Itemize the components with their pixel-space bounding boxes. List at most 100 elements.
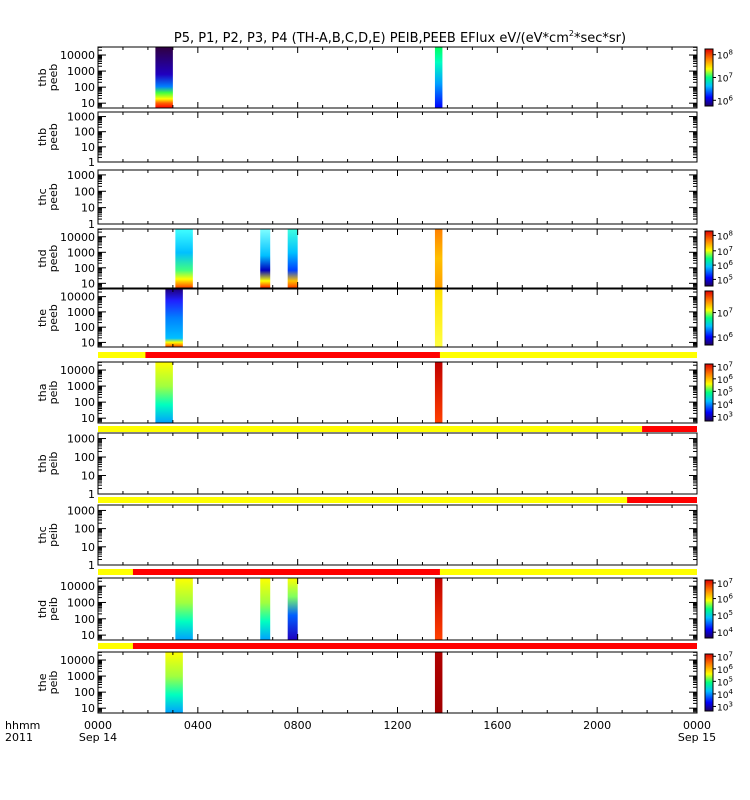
y-tick-label: 1000: [67, 111, 95, 124]
x-axis-year: 2011: [5, 731, 33, 744]
colorbar-label: 105: [717, 675, 733, 688]
y-tick-label: 100: [74, 451, 95, 464]
spectrogram-segment: [434, 229, 443, 288]
colorbar-label: 108: [717, 229, 733, 242]
spectrogram-segment: [165, 289, 183, 347]
x-tick-label: 1600: [483, 719, 511, 732]
y-tick-label: 10000: [60, 231, 95, 244]
status-bar: [98, 497, 697, 503]
x-tick-date: Sep 15: [678, 731, 716, 744]
colorbar-label: 105: [717, 609, 733, 622]
panel-thb-peeb: 1 10 100 1000 thbpeeb: [36, 111, 698, 169]
y-axis-label: thbpeeb: [36, 64, 60, 92]
x-axis-label: hhmm: [5, 719, 40, 732]
chart-title: P5, P1, P2, P3, P4 (TH-A,B,C,D,E) PEIB,P…: [174, 29, 626, 46]
colorbar-label: 107: [717, 307, 733, 320]
status-bar-flag: [132, 569, 440, 575]
colorbar-label: 104: [717, 398, 733, 411]
spectrogram-segment: [287, 578, 298, 640]
spectrogram-segment: [260, 578, 271, 640]
spectrogram-segment: [287, 229, 298, 288]
colorbar-label: 106: [717, 259, 733, 272]
y-tick-label: 10000: [60, 49, 95, 62]
spectrogram-segment: [434, 578, 443, 640]
y-tick-label: 10000: [60, 580, 95, 593]
y-tick-label: 100: [74, 321, 95, 334]
colorbar-label: 107: [717, 360, 733, 373]
x-tick-label: 0000: [84, 719, 112, 732]
colorbar-label: 106: [717, 663, 733, 676]
y-tick-label: 1000: [67, 670, 95, 683]
y-tick-label: 100: [74, 396, 95, 409]
y-tick-label: 1000: [67, 65, 95, 78]
colorbar-label: 105: [717, 273, 733, 286]
y-axis-label: thapeib: [36, 381, 60, 405]
colorbar: [704, 579, 714, 639]
colorbar-label: 103: [717, 410, 733, 423]
y-axis-label: thepeib: [36, 671, 60, 695]
panel-frame: [97, 288, 698, 348]
status-bar: [98, 426, 697, 432]
x-tick-label: 0800: [284, 719, 312, 732]
status-bar-flag: [132, 643, 698, 649]
panel-thb-peib: 1 10 100 1000 thbpeib: [36, 426, 698, 501]
colorbar-label: 104: [717, 626, 733, 639]
colorbar-label: 106: [717, 331, 733, 344]
panel-frame: [97, 361, 698, 424]
spectrogram-segment: [165, 652, 183, 713]
panel-thc-peib: 1 10 100 1000 thcpeib: [36, 497, 698, 572]
y-tick-label: 10: [81, 412, 95, 425]
y-tick-label: 10000: [60, 364, 95, 377]
y-tick-label: 10000: [60, 291, 95, 304]
x-tick-label: 0000: [683, 719, 711, 732]
y-tick-label: 10: [81, 702, 95, 715]
y-tick-label: 1000: [67, 246, 95, 259]
spectrogram-segment: [260, 229, 271, 288]
colorbar-label: 107: [717, 650, 733, 663]
y-tick-label: 1000: [67, 433, 95, 446]
panel-frame: [97, 111, 698, 163]
y-tick-label: 100: [74, 262, 95, 275]
y-tick-label: 10000: [60, 654, 95, 667]
y-tick-label: 1000: [67, 504, 95, 517]
colorbar: [704, 48, 714, 107]
y-tick-label: 1000: [67, 169, 95, 182]
spectrogram-segment: [175, 578, 193, 640]
panel-frame: [97, 504, 698, 566]
y-tick-label: 10: [81, 470, 95, 483]
colorbar: [704, 363, 714, 422]
colorbar: [704, 230, 714, 287]
spectrogram-segment: [434, 362, 443, 423]
y-tick-label: 100: [74, 126, 95, 139]
spectrogram-segment: [175, 229, 193, 288]
spectrogram-segment: [434, 47, 443, 108]
colorbar-label: 106: [717, 593, 733, 606]
y-axis-label: thdpeib: [36, 597, 60, 621]
y-axis-label: thepeeb: [36, 304, 60, 332]
colorbar-label: 107: [717, 577, 733, 590]
colorbar-label: 104: [717, 688, 733, 701]
panel-frame: [97, 432, 698, 495]
y-axis-label: thbpeib: [36, 452, 60, 476]
status-bar-flag: [642, 426, 697, 432]
x-tick-date: Sep 14: [79, 731, 117, 744]
spectrogram-segment: [155, 362, 173, 423]
panel-stack: 10100100010000thbpeeb1061071081101001000…: [36, 46, 733, 715]
y-axis-label: thdpeeb: [36, 245, 60, 273]
y-tick-label: 10: [81, 141, 95, 154]
colorbar-label: 106: [717, 373, 733, 386]
colorbar: [704, 653, 714, 712]
colorbar-label: 106: [717, 94, 733, 107]
y-tick-label: 10: [81, 629, 95, 642]
x-tick-label: 2000: [583, 719, 611, 732]
y-tick-label: 10: [81, 277, 95, 290]
y-tick-label: 1000: [67, 380, 95, 393]
y-tick-label: 100: [74, 185, 95, 198]
y-tick-label: 1000: [67, 306, 95, 319]
colorbar-label: 107: [717, 245, 733, 258]
